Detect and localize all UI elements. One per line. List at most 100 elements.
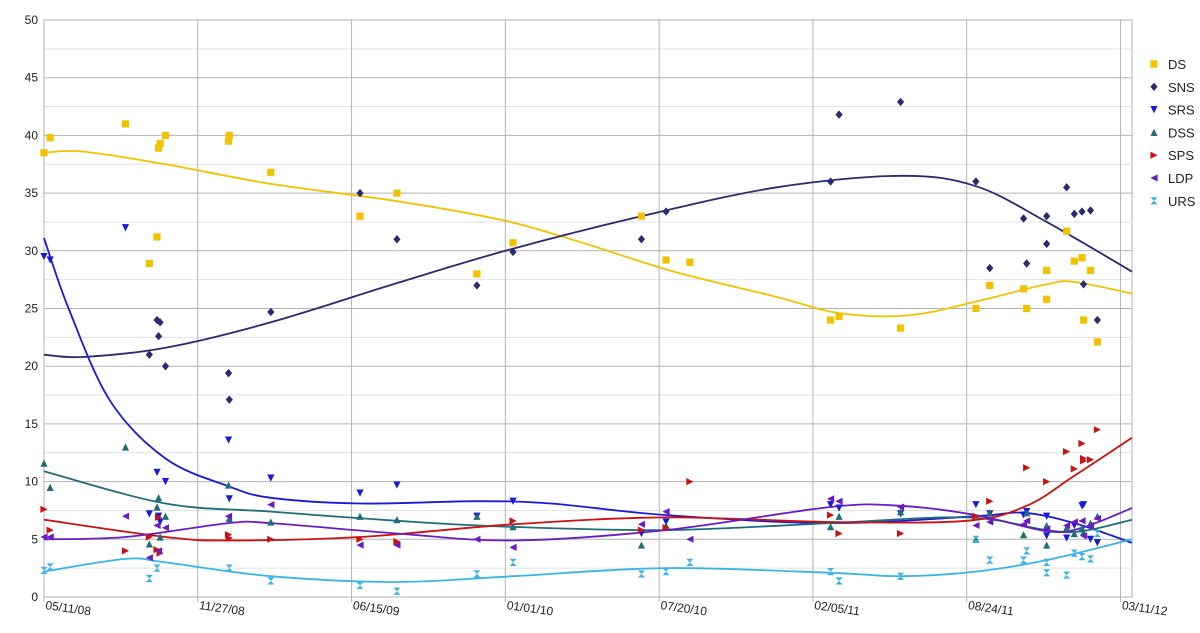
point-sps bbox=[154, 513, 163, 521]
point-urs bbox=[1043, 558, 1051, 566]
legend-label-dss: DSS bbox=[1168, 125, 1195, 140]
y-tick-label: 20 bbox=[25, 359, 39, 373]
point-urs bbox=[1023, 547, 1031, 555]
trendline-ds bbox=[43, 150, 1133, 318]
x-tick-label: 07/20/10 bbox=[660, 598, 709, 618]
point-srs bbox=[826, 501, 835, 509]
x-tick-label: 05/11/08 bbox=[45, 598, 93, 618]
trendline-ldp bbox=[43, 503, 1133, 542]
point-srs bbox=[1086, 535, 1095, 543]
point-ldp bbox=[1078, 517, 1086, 525]
data-points bbox=[40, 97, 1101, 595]
point-sps bbox=[686, 478, 694, 486]
point-sns bbox=[1063, 183, 1071, 192]
y-tick-label: 10 bbox=[25, 475, 39, 489]
point-srs bbox=[267, 474, 275, 482]
point-ldp bbox=[267, 501, 275, 509]
point-ds bbox=[1043, 295, 1051, 303]
point-ds bbox=[267, 168, 275, 176]
point-ldp bbox=[896, 503, 905, 511]
legend-marker-srs bbox=[1150, 106, 1158, 114]
legend-label-ldp: LDP bbox=[1168, 171, 1193, 186]
point-dss bbox=[473, 512, 481, 520]
point-urs bbox=[835, 577, 843, 585]
point-ds bbox=[972, 304, 980, 313]
legend-item-ldp: LDP bbox=[1150, 171, 1193, 186]
point-urs bbox=[267, 577, 275, 585]
point-ldp bbox=[835, 497, 843, 505]
point-sps bbox=[1023, 464, 1031, 472]
point-sns bbox=[473, 281, 481, 290]
y-tick-label: 40 bbox=[25, 128, 39, 142]
point-ds bbox=[1078, 254, 1086, 262]
point-dss bbox=[356, 512, 364, 520]
legend-marker-ldp bbox=[1150, 174, 1158, 182]
point-dss bbox=[1019, 531, 1028, 539]
point-urs bbox=[509, 558, 517, 566]
point-sps bbox=[46, 526, 54, 534]
point-urs bbox=[972, 535, 980, 543]
legend-marker-ds bbox=[1150, 60, 1158, 68]
point-dss bbox=[896, 508, 905, 516]
point-ldp bbox=[393, 541, 401, 549]
y-tick-label: 25 bbox=[25, 302, 39, 316]
point-srs bbox=[40, 252, 48, 261]
point-ds bbox=[1086, 266, 1095, 275]
point-srs bbox=[509, 497, 517, 505]
trendlines bbox=[43, 150, 1133, 583]
series-urs bbox=[40, 529, 1101, 595]
point-dss bbox=[1063, 524, 1071, 532]
point-sns bbox=[1043, 211, 1051, 221]
legend-label-ds: DS bbox=[1168, 57, 1186, 72]
point-srs bbox=[1093, 539, 1101, 547]
point-sns bbox=[393, 235, 401, 244]
point-srs bbox=[1079, 501, 1088, 509]
point-urs bbox=[356, 581, 364, 590]
point-sps bbox=[225, 534, 233, 542]
point-sns bbox=[1023, 259, 1031, 268]
trendline-sns bbox=[43, 174, 1133, 359]
point-sps bbox=[826, 511, 835, 519]
point-srs bbox=[393, 481, 401, 489]
point-sns bbox=[225, 395, 233, 404]
point-srs bbox=[1063, 534, 1071, 542]
point-ldp bbox=[1023, 517, 1031, 525]
point-dss bbox=[637, 541, 646, 549]
point-ds bbox=[1079, 316, 1088, 324]
y-axis-ticks: 0 5 10 15 20 25 30 35 40 45 50 bbox=[25, 13, 39, 604]
point-ds bbox=[686, 258, 694, 266]
legend-marker-sns bbox=[1150, 82, 1158, 91]
point-sps bbox=[1093, 426, 1101, 434]
point-sns bbox=[156, 318, 164, 327]
point-ldp bbox=[1086, 521, 1095, 530]
point-urs bbox=[1093, 529, 1101, 538]
legend-item-dss: DSS bbox=[1150, 125, 1195, 140]
point-sps bbox=[662, 524, 670, 532]
point-ds bbox=[473, 270, 481, 278]
point-ldp bbox=[161, 524, 170, 532]
point-ds bbox=[1063, 227, 1071, 235]
point-sns bbox=[1093, 315, 1101, 325]
point-sns bbox=[1070, 209, 1078, 219]
point-ds bbox=[161, 131, 170, 139]
point-urs bbox=[1063, 571, 1071, 579]
series-ds bbox=[40, 120, 1101, 346]
point-urs bbox=[986, 556, 994, 564]
point-ldp bbox=[1019, 520, 1028, 528]
legend-marker-sps bbox=[1150, 151, 1158, 159]
legend-item-sps: SPS bbox=[1150, 148, 1194, 163]
x-tick-label: 02/05/11 bbox=[813, 598, 861, 618]
series-srs bbox=[40, 224, 1101, 547]
point-sns bbox=[356, 188, 364, 198]
point-ds bbox=[40, 149, 48, 157]
x-tick-label: 08/24/11 bbox=[967, 598, 1015, 618]
point-srs bbox=[225, 495, 233, 503]
x-tick-label: 06/15/09 bbox=[352, 598, 401, 618]
point-ldp bbox=[662, 508, 670, 516]
point-ldp bbox=[154, 547, 163, 555]
point-urs bbox=[40, 566, 48, 575]
point-urs bbox=[153, 564, 161, 572]
point-dss bbox=[1043, 541, 1051, 549]
gridlines bbox=[43, 19, 1132, 602]
legend-item-srs: SRS bbox=[1150, 103, 1195, 118]
